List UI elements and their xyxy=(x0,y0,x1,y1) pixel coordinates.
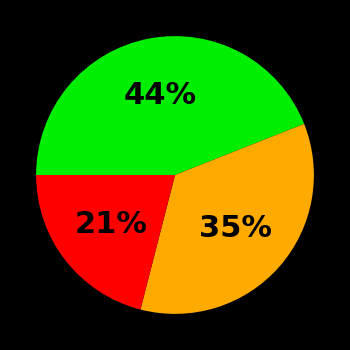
Wedge shape xyxy=(36,36,304,175)
Wedge shape xyxy=(140,124,314,314)
Text: 21%: 21% xyxy=(75,210,148,239)
Text: 44%: 44% xyxy=(123,81,196,110)
Text: 35%: 35% xyxy=(199,214,272,243)
Wedge shape xyxy=(36,175,175,309)
